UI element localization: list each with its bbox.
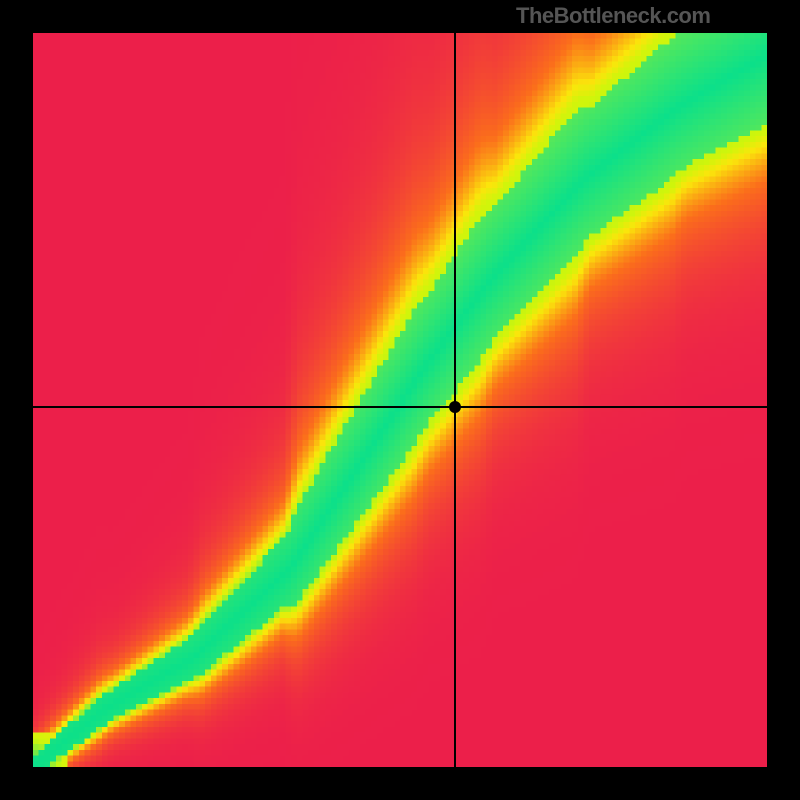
chart-container: TheBottleneck.com	[0, 0, 800, 800]
watermark-label: TheBottleneck.com	[516, 3, 710, 29]
heatmap-canvas	[33, 33, 767, 767]
crosshair-vertical	[454, 33, 456, 767]
crosshair-horizontal	[33, 406, 767, 408]
